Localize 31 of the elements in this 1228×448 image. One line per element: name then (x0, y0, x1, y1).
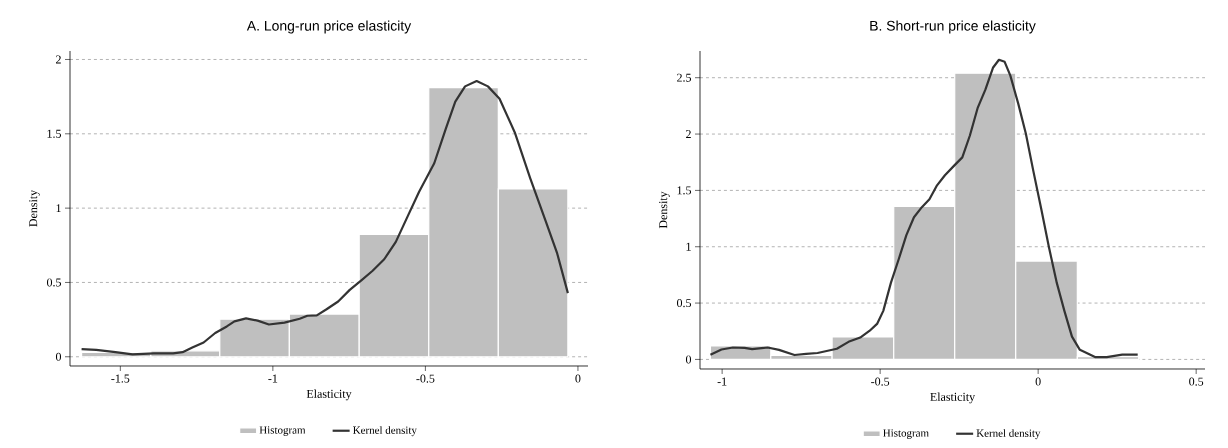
line-series (709, 58, 1139, 359)
y-tick-label: 2.5 (677, 73, 692, 82)
y-tick-label: 2 (56, 55, 61, 64)
y-tick-label: 1 (686, 242, 691, 251)
y-tick-label: 0 (55, 352, 62, 361)
x-tick-label: -0.5 (416, 374, 435, 383)
chart-title: B. Short-run price elasticity (870, 20, 1036, 34)
y-tick-label: 1.5 (677, 186, 692, 195)
x-tick-label: 0.5 (1189, 377, 1204, 386)
y-tick-label: 1 (56, 204, 61, 213)
y-tick-label: 0.5 (677, 299, 692, 308)
x-tick-label: -1.5 (111, 374, 130, 383)
y-axis-title: Density (29, 189, 40, 227)
x-tick-label: 0 (575, 374, 581, 383)
line-series (80, 79, 569, 356)
y-tick-label: 1.5 (47, 129, 62, 138)
x-axis-title: Elasticity (306, 389, 352, 401)
x-tick-label: -0.5 (871, 377, 890, 386)
chart-title: A. Long-run price elasticity (246, 20, 412, 34)
y-axis-title: Density (659, 191, 670, 229)
legend-label: Histogram (883, 429, 929, 439)
legend-label: Histogram (259, 426, 306, 436)
y-tick-label: 0.5 (46, 278, 62, 287)
x-axis-title: Elasticity (930, 392, 976, 404)
y-tick-label: 0 (685, 355, 692, 364)
y-tick-label: 2 (686, 130, 691, 138)
x-tick-label: -1 (717, 377, 727, 386)
x-tick-label: -1 (268, 374, 278, 383)
legend-label: Kernel density (976, 429, 1041, 440)
x-tick-label: 0 (1035, 377, 1041, 386)
legend-label: Kernel density (353, 426, 417, 437)
